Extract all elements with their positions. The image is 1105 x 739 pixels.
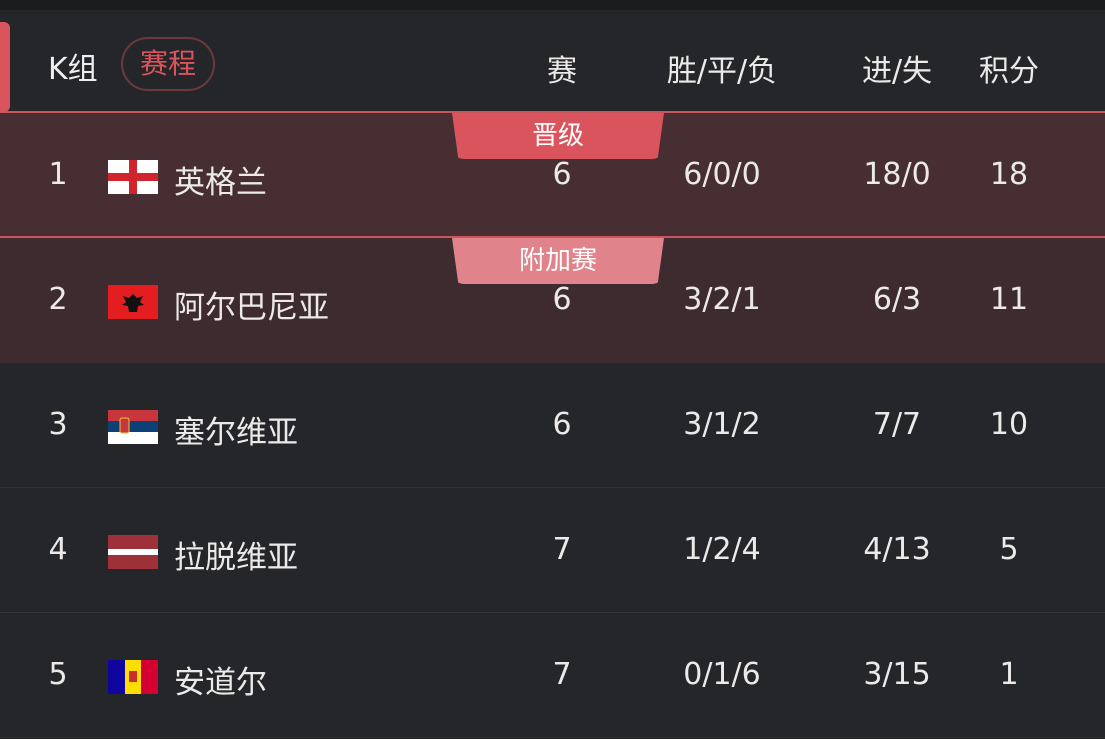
albania-flag-icon	[108, 285, 158, 319]
serbia-flag-icon	[108, 410, 158, 444]
wdl: 0/1/6	[683, 657, 761, 692]
andorra-flag-icon	[108, 660, 158, 694]
played: 7	[552, 657, 572, 692]
table-header: K组 赛程 赛 胜/平/负 进/失 积分	[0, 10, 1105, 113]
rank: 3	[48, 407, 68, 442]
goals: 18/0	[863, 157, 931, 192]
playoff-badge: 附加赛	[452, 238, 664, 284]
rank: 5	[48, 657, 68, 692]
england-flag-icon	[108, 160, 158, 194]
played: 7	[552, 532, 572, 567]
team-name[interactable]: 塞尔维亚	[174, 415, 298, 451]
team-name[interactable]: 阿尔巴尼亚	[174, 290, 329, 326]
wdl: 6/0/0	[683, 157, 761, 192]
col-played: 赛	[547, 54, 577, 89]
top-bar	[0, 0, 1105, 10]
col-goals: 进/失	[861, 54, 933, 89]
rank: 1	[48, 157, 68, 192]
team-name[interactable]: 英格兰	[174, 165, 267, 201]
wdl: 3/2/1	[683, 282, 761, 317]
played: 6	[552, 407, 572, 442]
table-row[interactable]: 4 拉脱维亚 7 1/2/4 4/13 5	[0, 488, 1105, 613]
group-title: K组	[48, 52, 98, 87]
played: 6	[552, 282, 572, 317]
goals: 6/3	[872, 282, 922, 317]
team-name[interactable]: 安道尔	[174, 665, 267, 701]
qualified-badge: 晋级	[452, 113, 664, 159]
table-row[interactable]: 5 安道尔 7 0/1/6 3/15 1	[0, 613, 1105, 738]
table-row[interactable]: 晋级 1 英格兰 6 6/0/0 18/0 18	[0, 113, 1105, 238]
played: 6	[552, 157, 572, 192]
points: 5	[999, 532, 1019, 567]
points: 10	[989, 407, 1029, 442]
rank: 2	[48, 282, 68, 317]
team-name[interactable]: 拉脱维亚	[174, 540, 298, 576]
wdl: 1/2/4	[683, 532, 761, 567]
latvia-flag-icon	[108, 535, 158, 569]
table-row[interactable]: 3 塞尔维亚 6 3/1/2 7/7 10	[0, 363, 1105, 488]
points: 18	[989, 157, 1029, 192]
table-row[interactable]: 附加赛 2 阿尔巴尼亚 6 3/2/1 6/3 11	[0, 238, 1105, 363]
points: 1	[999, 657, 1019, 692]
goals: 3/15	[863, 657, 931, 692]
points: 11	[989, 282, 1029, 317]
goals: 7/7	[872, 407, 922, 442]
col-wdl: 胜/平/负	[666, 54, 778, 89]
goals: 4/13	[863, 532, 931, 567]
rank: 4	[48, 532, 68, 567]
accent-bar	[0, 22, 10, 112]
wdl: 3/1/2	[683, 407, 761, 442]
schedule-button[interactable]: 赛程	[121, 37, 215, 91]
col-points: 积分	[979, 54, 1039, 89]
